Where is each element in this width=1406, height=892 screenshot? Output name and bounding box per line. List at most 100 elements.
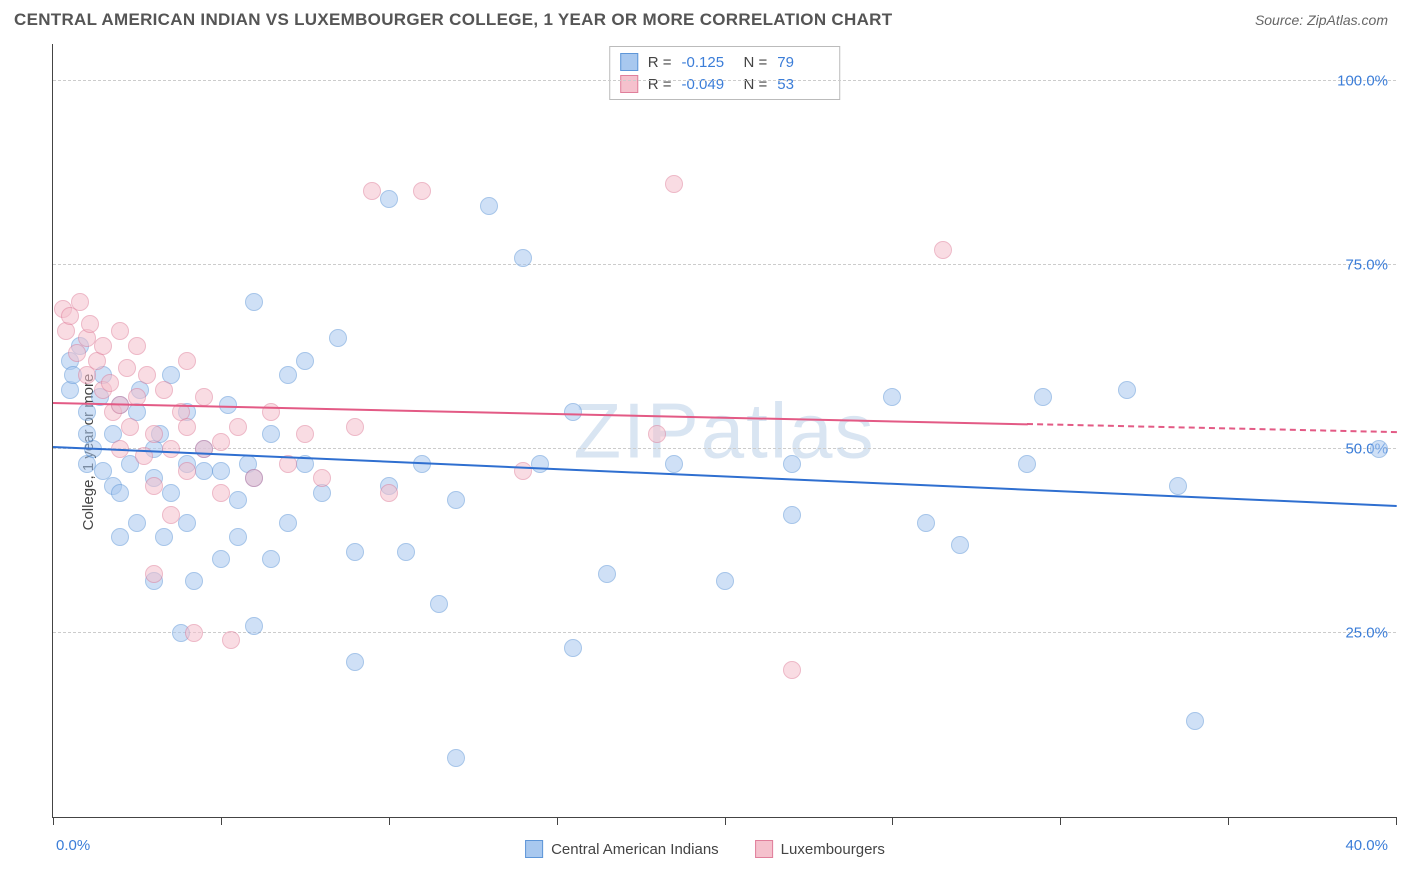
x-tick — [221, 817, 222, 825]
data-point — [145, 425, 163, 443]
legend-row-series-0: R = -0.125 N = 79 — [620, 51, 830, 73]
legend-n-label: N = — [744, 54, 768, 71]
data-point — [380, 484, 398, 502]
data-point — [262, 425, 280, 443]
data-point — [783, 661, 801, 679]
data-point — [514, 462, 532, 480]
data-point — [262, 550, 280, 568]
legend-swatch-icon — [755, 840, 773, 858]
x-tick — [725, 817, 726, 825]
data-point — [1169, 477, 1187, 495]
data-point — [1186, 712, 1204, 730]
y-tick-label: 100.0% — [1337, 72, 1388, 89]
data-point — [531, 455, 549, 473]
data-point — [178, 418, 196, 436]
data-point — [178, 352, 196, 370]
data-point — [296, 352, 314, 370]
data-point — [564, 403, 582, 421]
data-point — [245, 469, 263, 487]
data-point — [665, 175, 683, 193]
data-point — [346, 653, 364, 671]
x-tick — [1228, 817, 1229, 825]
data-point — [1018, 455, 1036, 473]
data-point — [883, 388, 901, 406]
x-tick — [389, 817, 390, 825]
data-point — [118, 359, 136, 377]
legend-swatch-icon — [525, 840, 543, 858]
data-point — [195, 462, 213, 480]
data-point — [229, 528, 247, 546]
data-point — [222, 631, 240, 649]
data-point — [178, 462, 196, 480]
legend-item-1: Luxembourgers — [755, 840, 885, 858]
legend-label-0: Central American Indians — [551, 841, 719, 858]
source-label: Source: — [1255, 12, 1303, 28]
data-point — [329, 329, 347, 347]
data-point — [178, 514, 196, 532]
trend-line — [53, 402, 1027, 425]
data-point — [111, 528, 129, 546]
data-point — [245, 293, 263, 311]
data-point — [430, 595, 448, 613]
series-legend: Central American Indians Luxembourgers — [525, 840, 885, 858]
x-tick — [892, 817, 893, 825]
data-point — [1034, 388, 1052, 406]
data-point — [155, 528, 173, 546]
gridline — [53, 80, 1396, 81]
data-point — [121, 418, 139, 436]
legend-item-0: Central American Indians — [525, 840, 719, 858]
data-point — [514, 249, 532, 267]
data-point — [212, 484, 230, 502]
legend-r-label: R = — [648, 54, 672, 71]
data-point — [78, 403, 96, 421]
data-point — [128, 514, 146, 532]
data-point — [245, 617, 263, 635]
x-axis-start-label: 0.0% — [56, 837, 90, 854]
data-point — [380, 190, 398, 208]
x-tick — [53, 817, 54, 825]
legend-n-label: N = — [744, 76, 768, 93]
data-point — [229, 418, 247, 436]
chart-header: CENTRAL AMERICAN INDIAN VS LUXEMBOURGER … — [0, 0, 1406, 36]
data-point — [397, 543, 415, 561]
data-point — [212, 550, 230, 568]
legend-r-value-0: -0.125 — [682, 54, 734, 71]
legend-swatch-0 — [620, 53, 638, 71]
trend-line — [1027, 423, 1397, 433]
data-point — [185, 624, 203, 642]
data-point — [111, 322, 129, 340]
data-point — [346, 543, 364, 561]
x-tick — [1060, 817, 1061, 825]
y-tick-label: 75.0% — [1345, 256, 1388, 273]
plot-region: ZIPatlas R = -0.125 N = 79 R = -0.049 N … — [52, 44, 1396, 818]
x-axis-end-label: 40.0% — [1345, 837, 1388, 854]
data-point — [1118, 381, 1136, 399]
legend-swatch-1 — [620, 75, 638, 93]
data-point — [71, 293, 89, 311]
data-point — [101, 374, 119, 392]
data-point — [138, 366, 156, 384]
data-point — [413, 182, 431, 200]
data-point — [229, 491, 247, 509]
data-point — [783, 506, 801, 524]
data-point — [279, 366, 297, 384]
chart-title: CENTRAL AMERICAN INDIAN VS LUXEMBOURGER … — [14, 10, 892, 30]
data-point — [145, 565, 163, 583]
data-point — [162, 484, 180, 502]
gridline — [53, 448, 1396, 449]
data-point — [128, 337, 146, 355]
data-point — [447, 491, 465, 509]
data-point — [648, 425, 666, 443]
data-point — [155, 381, 173, 399]
correlation-legend: R = -0.125 N = 79 R = -0.049 N = 53 — [609, 46, 841, 100]
data-point — [480, 197, 498, 215]
watermark: ZIPatlas — [573, 385, 875, 476]
data-point — [363, 182, 381, 200]
data-point — [951, 536, 969, 554]
x-tick — [1396, 817, 1397, 825]
legend-n-value-0: 79 — [777, 54, 829, 71]
data-point — [162, 440, 180, 458]
gridline — [53, 264, 1396, 265]
legend-label-1: Luxembourgers — [781, 841, 885, 858]
chart-area: College, 1 year or more ZIPatlas R = -0.… — [14, 44, 1396, 860]
